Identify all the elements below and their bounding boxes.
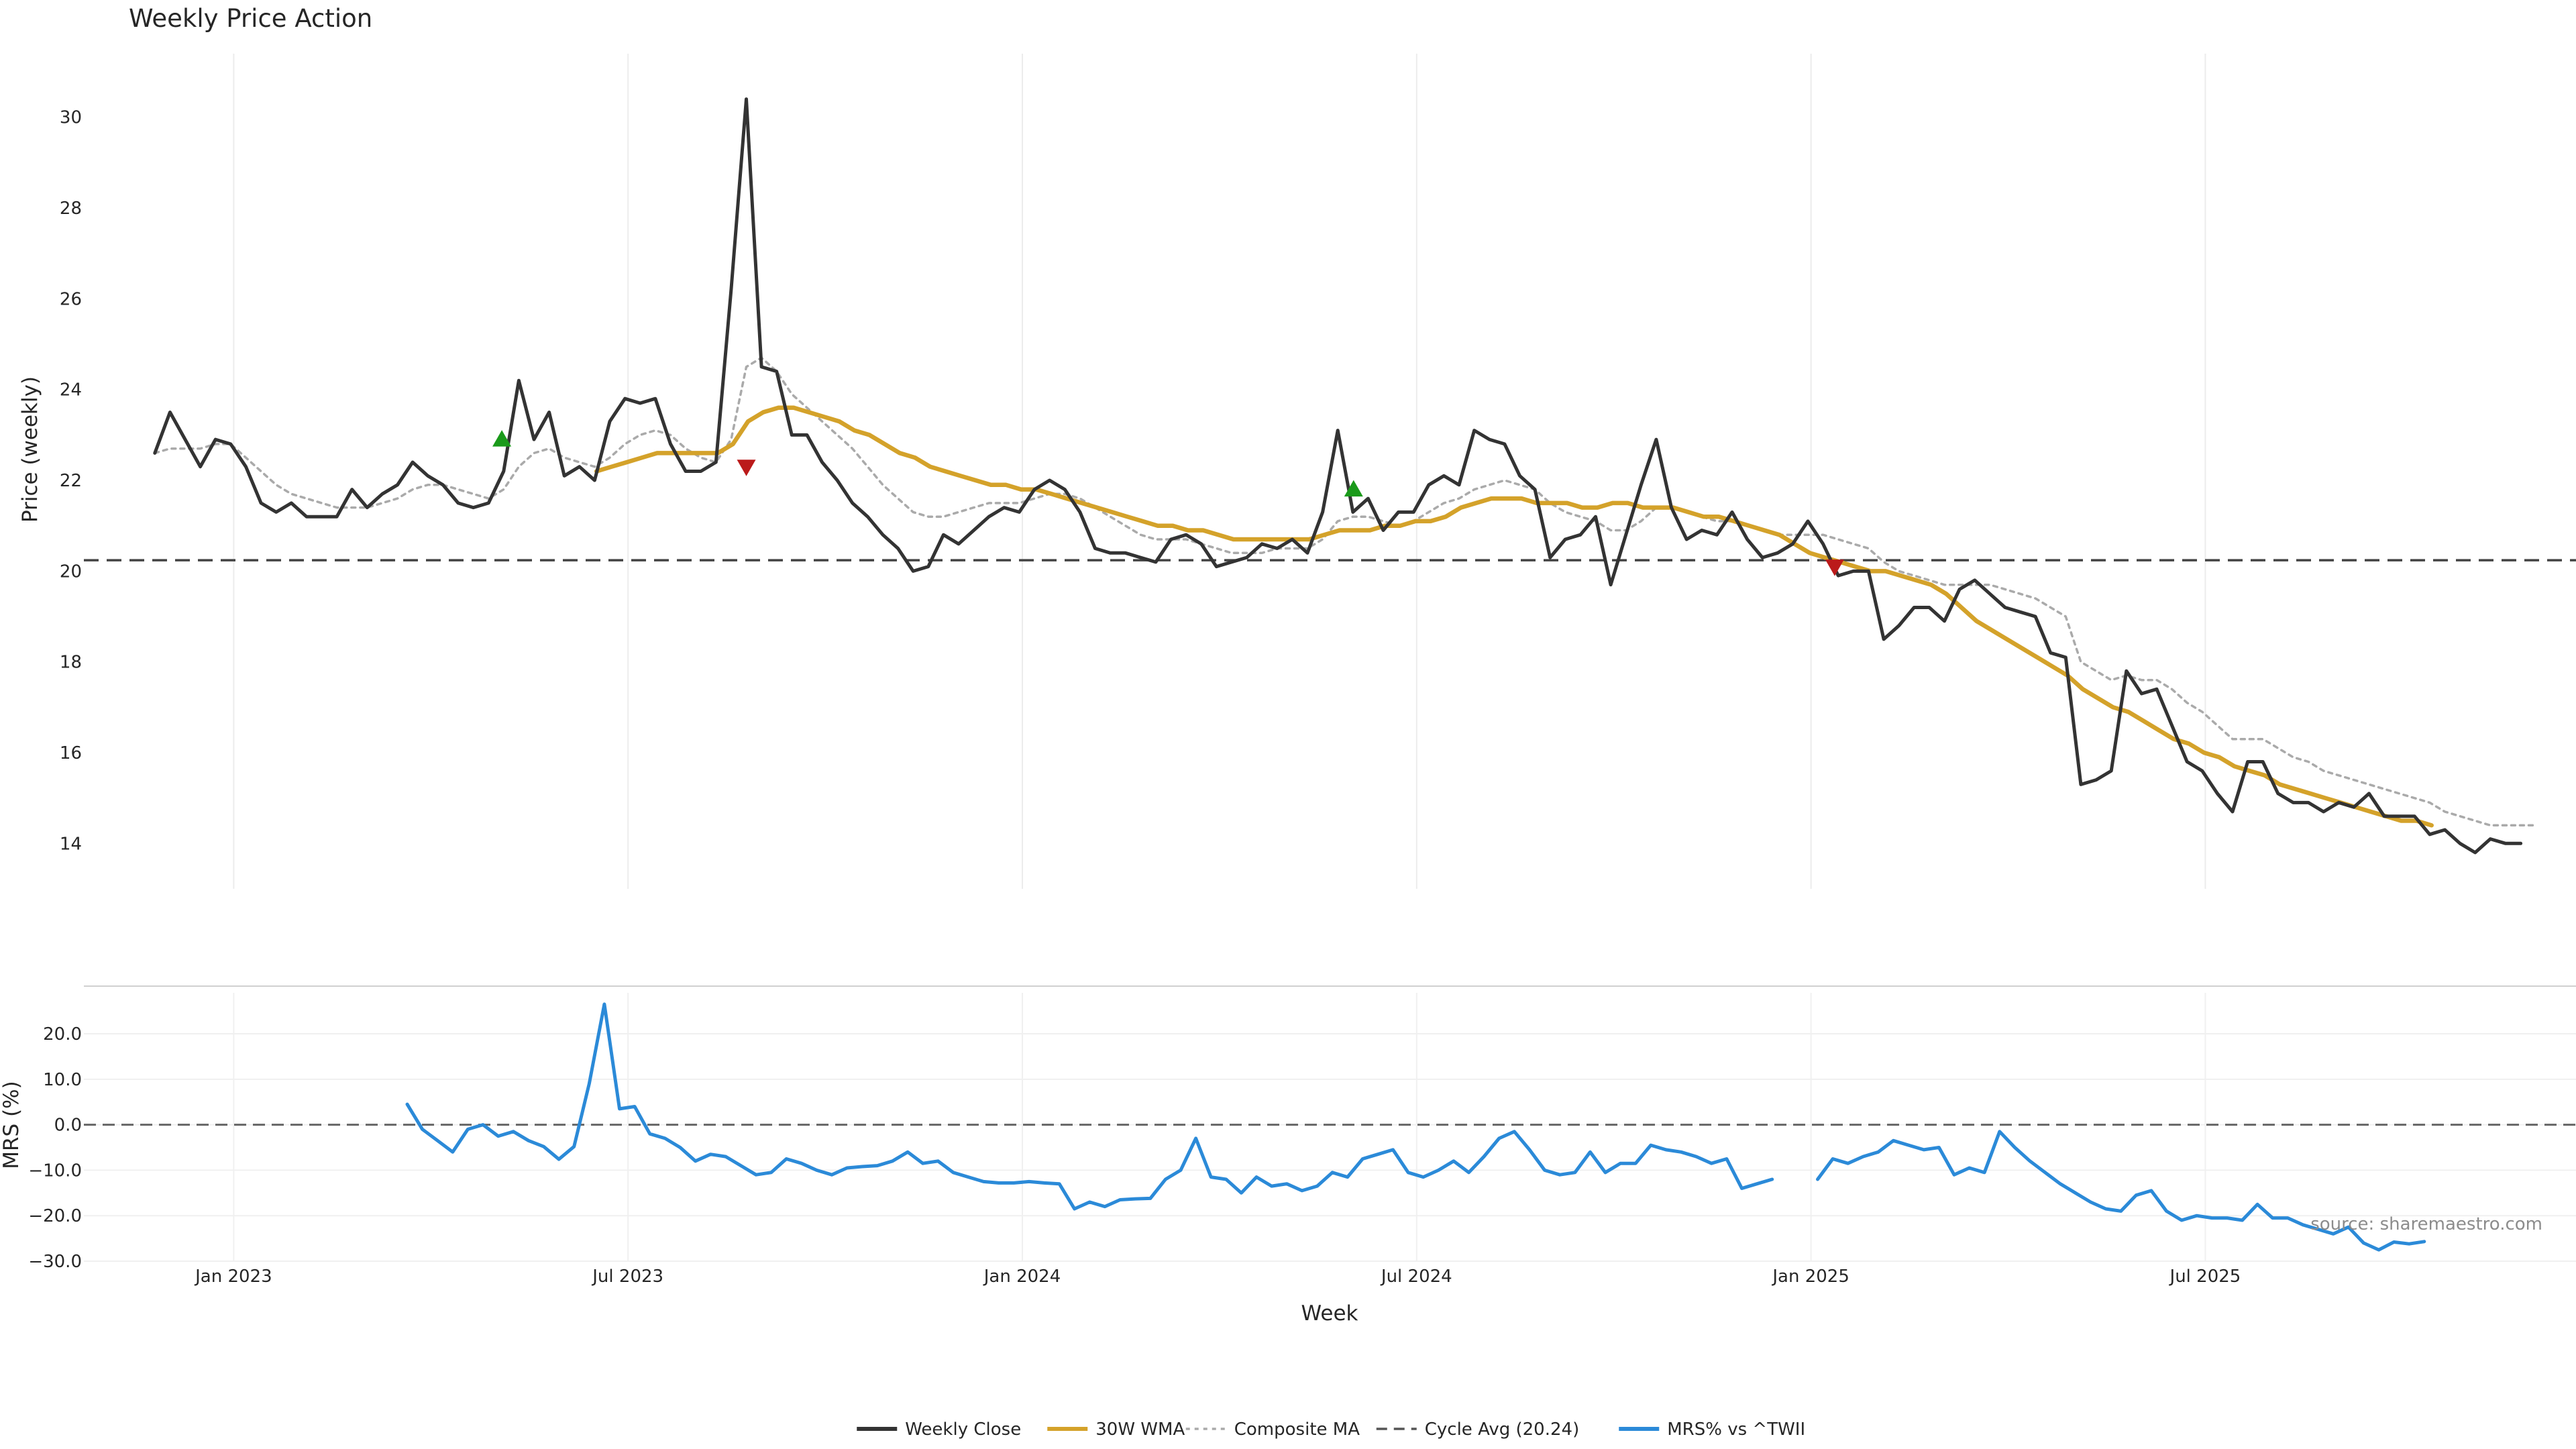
legend-item-mrs-vs-twii: MRS% vs ^TWII [1619, 1419, 1805, 1440]
legend: Weekly Close 30W WMA Composite MA Cycle Avg… [857, 1419, 1805, 1440]
x-tick-label: Jan 2023 [194, 1267, 272, 1287]
series-line-30w-wma [594, 405, 2434, 828]
x-tick-label: Jan 2025 [1771, 1267, 1849, 1287]
mrs-y-tick-label: 10.0 [43, 1070, 82, 1090]
mrs-y-tick-label: 0.0 [54, 1116, 82, 1136]
x-tick-label: Jul 2024 [1380, 1267, 1452, 1287]
series-line-composite-ma [154, 356, 2537, 827]
buy-signal-marker [492, 430, 512, 447]
legend-item-weekly-close: Weekly Close [857, 1419, 1021, 1440]
mrs-y-tick-label: 20.0 [43, 1024, 82, 1044]
signal-markers [492, 430, 1844, 576]
price-gridlines [233, 54, 2206, 889]
price-y-tick-label: 16 [60, 743, 82, 763]
x-tick-label: Jul 2025 [2169, 1267, 2241, 1287]
price-y-axis-label: Price (weekly) [18, 376, 42, 523]
sell-signal-marker [1825, 559, 1844, 576]
chart-title: Weekly Price Action [129, 4, 372, 33]
price-y-tick-label: 18 [60, 653, 82, 673]
legend-label: Composite MA [1234, 1419, 1360, 1440]
mrs-y-axis-label: MRS (%) [0, 1081, 23, 1169]
price-series-group [153, 97, 2537, 855]
series-line-weekly-close [153, 97, 2523, 855]
series-line-mrs-vs-twii [405, 1002, 2426, 1252]
legend-label: 30W WMA [1095, 1419, 1185, 1440]
mrs-y-tick-label: −30.0 [28, 1252, 82, 1272]
price-panel: 14 16 18 20 22 24 26 28 30 Price (weekly) [18, 54, 2576, 889]
legend-label: Weekly Close [905, 1419, 1021, 1440]
mrs-y-tick-label: −20.0 [28, 1206, 82, 1226]
mrs-panel: −30.0 −20.0 −10.0 0.0 10.0 20.0 MRS (%) sourc… [0, 993, 2576, 1272]
sell-signal-marker [737, 460, 756, 476]
price-y-tick-label: 30 [60, 108, 82, 128]
legend-label: MRS% vs ^TWII [1667, 1419, 1805, 1440]
x-axis-ticks: Jan 2023 Jul 2023 Jan 2024 Jul 2024 Jan 2025… [194, 1267, 2241, 1287]
mrs-gridlines [84, 993, 2576, 1262]
price-y-tick-label: 22 [60, 471, 82, 491]
price-y-tick-label: 26 [60, 289, 82, 309]
price-y-tick-label: 28 [60, 199, 82, 219]
buy-signal-marker [1344, 480, 1363, 497]
legend-item-30w-wma: 30W WMA [1047, 1419, 1185, 1440]
price-y-tick-label: 24 [60, 380, 82, 400]
legend-item-cycle-avg-20-24: Cycle Avg (20.24) [1376, 1419, 1579, 1440]
mrs-y-ticks: −30.0 −20.0 −10.0 0.0 10.0 20.0 [28, 1024, 82, 1272]
price-y-tick-label: 14 [60, 834, 82, 854]
price-y-ticks: 14 16 18 20 22 24 26 28 30 [60, 108, 82, 855]
x-tick-label: Jul 2023 [591, 1267, 663, 1287]
x-axis-label: Week [1301, 1301, 1358, 1326]
mrs-series-group [405, 1002, 2426, 1252]
source-note: source: sharemaestro.com [2310, 1214, 2542, 1234]
legend-item-composite-ma: Composite MA [1185, 1419, 1360, 1440]
mrs-y-tick-label: −10.0 [28, 1161, 82, 1181]
x-tick-label: Jan 2024 [983, 1267, 1061, 1287]
price-y-tick-label: 20 [60, 561, 82, 582]
legend-label: Cycle Avg (20.24) [1425, 1419, 1579, 1440]
